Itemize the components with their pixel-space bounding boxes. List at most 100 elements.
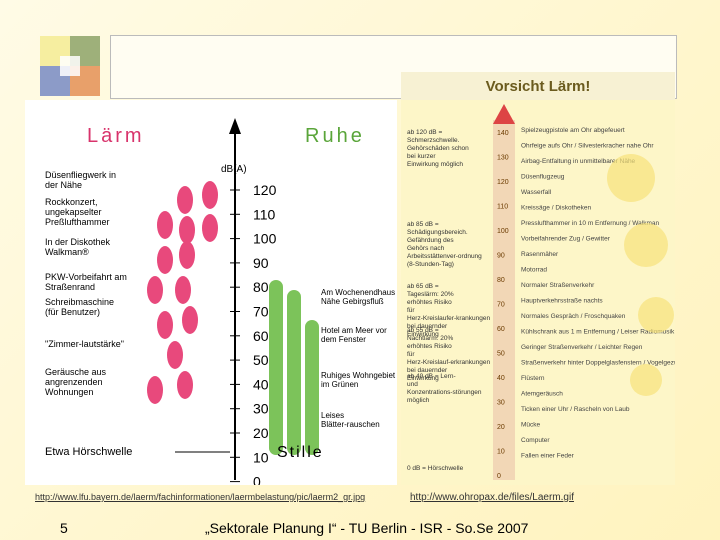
right-labels: Am Wochenendhaus Nähe Gebirgsfluß Hotel am… — [321, 288, 396, 429]
noise-source: Straßenverkehr hinter Doppelglasfenstern… — [521, 360, 675, 367]
scale-tick: 120 — [253, 182, 277, 198]
axis-arrow — [229, 118, 241, 134]
bottom-label: Etwa Hörschwelle — [45, 446, 132, 458]
noise-blobs — [147, 181, 218, 404]
scale-tick: 50 — [253, 352, 269, 368]
left-label: Schreibmaschine (für Benutzer) — [45, 297, 114, 317]
pink-blob — [182, 306, 198, 334]
pink-blob — [157, 211, 173, 239]
pink-blob — [167, 341, 183, 369]
db-tick: 30 — [497, 400, 505, 407]
logo-center — [60, 56, 80, 76]
noise-source: Kühlschrank aus 1 m Entfernung / Leiser … — [521, 329, 675, 336]
green-bar — [305, 320, 319, 455]
noise-source: Fallen einer Feder — [521, 453, 575, 460]
scale-tick: 40 — [253, 376, 269, 392]
left-label: Geräusche aus angrenzenden Wohnungen — [45, 367, 107, 397]
panel-title: Vorsicht Lärm! — [401, 72, 675, 100]
pink-blob — [157, 246, 173, 274]
db-tick: 40 — [497, 375, 505, 382]
slide-content: Vorsicht Lärm! Lärm Ruhe dB(A) 120 110 100… — [25, 72, 675, 490]
page-number: 5 — [60, 520, 68, 536]
noise-source: Düsenflugzeug — [521, 174, 565, 181]
left-label: PKW-Vorbeifahrt am Straßenrand — [45, 272, 127, 292]
db-tick: 20 — [497, 424, 505, 431]
title-ruhe: Ruhe — [305, 125, 365, 147]
scale-tick: 20 — [253, 425, 269, 441]
right-label: Hotel am Meer vor dem Fenster — [321, 326, 387, 344]
source-link-left[interactable]: http://www.lfu.bayern.de/laerm/fachinfor… — [35, 492, 366, 502]
db-tick: 10 — [497, 449, 505, 456]
db-tick: 100 — [497, 228, 509, 235]
db-tick: 110 — [497, 204, 508, 211]
pink-blob — [147, 276, 163, 304]
noise-source: Hauptverkehrsstraße nachts — [521, 298, 603, 305]
pink-blob — [179, 241, 195, 269]
scale-arrow — [493, 104, 515, 124]
scale-tick: 80 — [253, 279, 269, 295]
left-label: "Zimmer-lautstärke" — [45, 339, 124, 349]
effect-note: ab 85 dB = Schädigungsbereich. Gefährdung … — [407, 221, 482, 268]
effect-note: ab 55 dB = Nachtlärm: 20% erhöhtes Risiko f… — [407, 327, 490, 382]
pink-blob — [202, 214, 218, 242]
noise-source: Motorrad — [521, 267, 547, 274]
effect-notes: ab 120 dB = Schmerzschwelle. Gehörschäden … — [407, 129, 490, 472]
right-label: Ruhiges Wohngebiet im Grünen — [321, 371, 396, 389]
left-chart-svg: Lärm Ruhe dB(A) 120110100908070605040302… — [45, 118, 396, 490]
source-link-right[interactable]: http://www.ohropax.de/files/Laerm.gif — [410, 492, 574, 503]
noise-source: Ticken einer Uhr / Rascheln von Laub — [521, 406, 630, 413]
effect-note: ab 120 dB = Schmerzschwelle. Gehörschäden … — [407, 129, 469, 168]
noise-source: Mücke — [521, 422, 541, 429]
right-label: Am Wochenendhaus Nähe Gebirgsfluß — [321, 288, 395, 306]
green-bar — [269, 280, 283, 455]
db-tick: 0 — [497, 473, 501, 480]
scale-tick: 10 — [253, 449, 269, 465]
footer-text: „Sektorale Planung I“ - TU Berlin - ISR … — [205, 520, 529, 536]
green-bar — [287, 290, 301, 455]
pink-blob — [147, 376, 163, 404]
pink-blob — [179, 216, 195, 244]
pink-blob — [175, 276, 191, 304]
db-tick: 120 — [497, 179, 509, 186]
noise-source: Normaler Straßenverkehr — [521, 282, 595, 289]
noise-source: Geringer Straßenverkehr / Leichter Regen — [521, 344, 643, 351]
pink-blob — [157, 311, 173, 339]
db-tick: 80 — [497, 277, 505, 284]
db-tick: 140 — [497, 130, 509, 137]
frog-icon — [638, 297, 674, 333]
pink-blob — [202, 181, 218, 209]
pink-blob — [177, 371, 193, 399]
scale-tick: 70 — [253, 304, 269, 320]
unit-label: dB(A) — [221, 164, 247, 175]
db-tick: 90 — [497, 253, 505, 260]
noise-source: Airbag-Entfaltung in unmittelbarer Nähe — [521, 158, 636, 165]
scale-tick: 30 — [253, 401, 269, 417]
noise-source: Spielzeugpistole am Ohr abgefeuert — [521, 127, 625, 134]
pink-blob — [177, 186, 193, 214]
logo — [40, 36, 102, 98]
radio-icon — [630, 364, 662, 396]
effect-note: ab 65 dB = Tageslärm: 20% erhöhtes Risiko f… — [407, 283, 490, 338]
mower-icon — [624, 223, 668, 267]
effect-note: ab 40 dB = Lern-und Konzentrations-störun… — [407, 373, 482, 404]
noise-source: Wasserfall — [521, 189, 552, 196]
noise-source: Rasenmäher — [521, 251, 559, 258]
db-tick: 70 — [497, 302, 505, 309]
right-noise-chart: 140 130 120 110 100 90 80 70 60 50 40 30 20 10 0 ab 12… — [401, 100, 675, 485]
scale-tick: 100 — [253, 231, 277, 247]
noise-source: Computer — [521, 437, 550, 444]
left-label: Düsenflieg­werk in der Nähe — [45, 170, 116, 190]
quiet-bars — [269, 280, 319, 455]
scale-tick: 60 — [253, 328, 269, 344]
noise-source: Normales Gespräch / Froschquaken — [521, 313, 626, 320]
plane-icon — [607, 154, 655, 202]
db-tick: 60 — [497, 326, 505, 333]
right-label: Leises Blätter-rauschen — [321, 411, 380, 429]
noise-source: Vorbeifahrender Zug / Gewitter — [521, 236, 611, 243]
effect-note: 0 dB = Hörschwelle — [407, 465, 464, 472]
stille-label: Stille — [277, 444, 324, 461]
noise-source: Ohrfeige aufs Ohr / Silvesterkracher nah… — [521, 143, 654, 150]
scale-tick: 0 — [253, 474, 261, 485]
